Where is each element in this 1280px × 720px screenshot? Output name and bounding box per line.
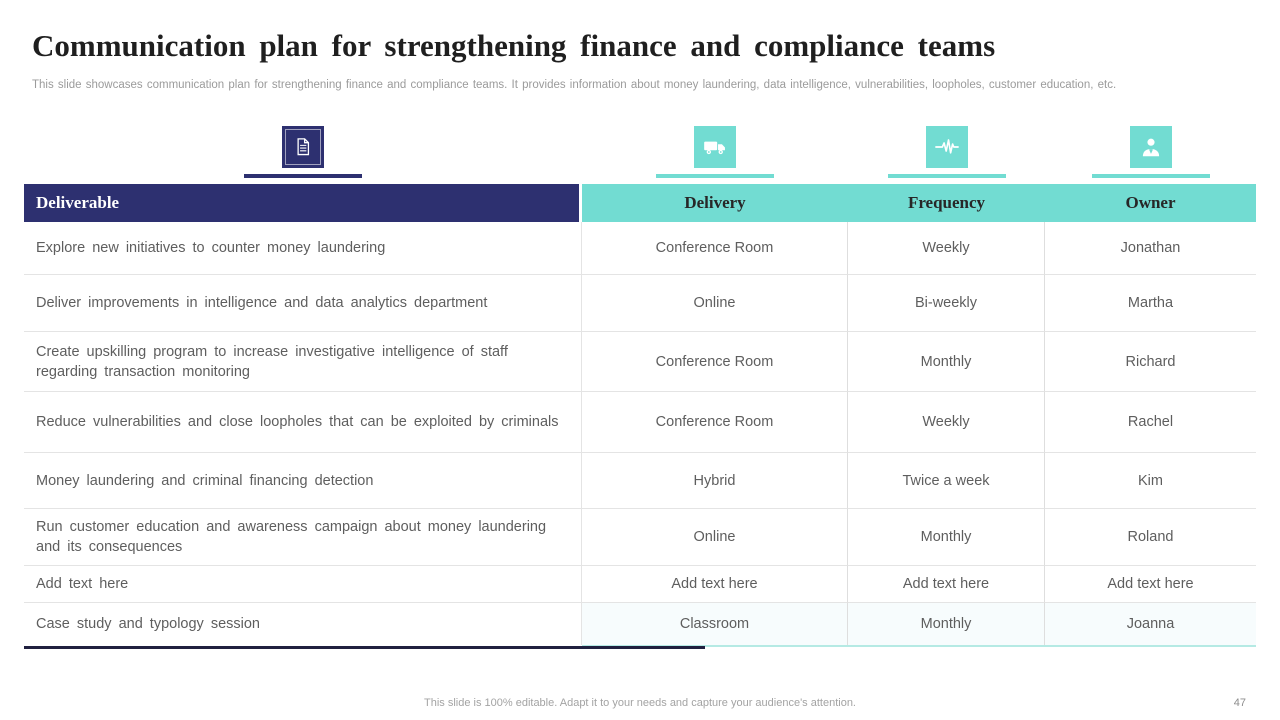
table-row: Explore new initiatives to counter money… [24, 222, 1256, 275]
owner-cell: Richard [1045, 332, 1256, 392]
table-row: Reduce vulnerabilities and close loophol… [24, 392, 1256, 453]
slide-content: Deliverable Delivery Frequency Owner Exp… [24, 126, 1256, 651]
delivery-cell: Hybrid [582, 453, 848, 509]
delivery-cell: Add text here [582, 566, 848, 603]
owner-underline [1091, 174, 1210, 178]
delivery-cell: Online [582, 509, 848, 566]
frequency-pulse-icon [925, 126, 968, 168]
delivery-truck-icon [694, 126, 736, 168]
delivery-cell: Conference Room [582, 222, 848, 275]
frequency-cell: Monthly [848, 509, 1045, 566]
frequency-cell: Bi-weekly [848, 275, 1045, 332]
header-owner: Owner [1045, 184, 1256, 222]
frequency-cell: Weekly [848, 222, 1045, 275]
header-deliverable: Deliverable [24, 184, 582, 222]
frequency-cell: Monthly [848, 603, 1045, 645]
frequency-underline [887, 174, 1006, 178]
communication-plan-table: Deliverable Delivery Frequency Owner Exp… [24, 184, 1256, 651]
header-frequency: Frequency [848, 184, 1045, 222]
table-header-row: Deliverable Delivery Frequency Owner [24, 184, 1256, 222]
deliverable-cell: Case study and typology session [24, 603, 582, 645]
deliverable-cell: Reduce vulnerabilities and close loophol… [24, 392, 582, 453]
delivery-cell: Conference Room [582, 332, 848, 392]
table-row: Money laundering and criminal financing … [24, 453, 1256, 509]
page-number: 47 [1233, 697, 1246, 709]
owner-cell: Jonathan [1045, 222, 1256, 275]
deliverable-cell: Run customer education and awareness cam… [24, 509, 582, 566]
deliverable-cell: Add text here [24, 566, 582, 603]
document-icon [282, 126, 324, 168]
frequency-cell: Twice a week [848, 453, 1045, 509]
owner-cell: Rachel [1045, 392, 1256, 453]
owner-cell: Martha [1045, 275, 1256, 332]
owner-cell: Roland [1045, 509, 1256, 566]
table-row: Case study and typology session Classroo… [24, 603, 1256, 645]
delivery-cell: Conference Room [582, 392, 848, 453]
table-row: Add text here Add text here Add text her… [24, 566, 1256, 603]
owner-cell: Kim [1045, 453, 1256, 509]
deliverable-icon-cell [24, 126, 582, 178]
frequency-icon-cell [848, 126, 1045, 178]
deliverable-cell: Explore new initiatives to counter money… [24, 222, 582, 275]
owner-person-icon [1129, 126, 1172, 168]
slide-subtitle: This slide showcases communication plan … [32, 79, 1117, 91]
table-bottom-accent [24, 645, 1256, 651]
deliverable-underline [244, 174, 362, 178]
frequency-cell: Monthly [848, 332, 1045, 392]
delivery-cell: Online [582, 275, 848, 332]
teal-bottom-line [582, 645, 1256, 647]
page-title: Communication plan for strengthening fin… [32, 28, 996, 63]
table-row: Deliver improvements in intelligence and… [24, 275, 1256, 332]
header-delivery: Delivery [582, 184, 848, 222]
deliverable-cell: Deliver improvements in intelligence and… [24, 275, 582, 332]
frequency-cell: Add text here [848, 566, 1045, 603]
deliverable-cell: Create upskilling program to increase in… [24, 332, 582, 392]
table-body: Explore new initiatives to counter money… [24, 222, 1256, 645]
table-row: Create upskilling program to increase in… [24, 332, 1256, 392]
editable-note: This slide is 100% editable. Adapt it to… [424, 697, 856, 709]
deliverable-cell: Money laundering and criminal financing … [24, 453, 582, 509]
frequency-cell: Weekly [848, 392, 1045, 453]
table-row: Run customer education and awareness cam… [24, 509, 1256, 566]
delivery-cell: Classroom [582, 603, 848, 645]
column-icons-row [24, 126, 1256, 178]
owner-cell: Joanna [1045, 603, 1256, 645]
delivery-icon-cell [582, 126, 848, 178]
owner-icon-cell [1045, 126, 1256, 178]
owner-cell: Add text here [1045, 566, 1256, 603]
dark-bottom-line [24, 646, 705, 649]
delivery-underline [656, 174, 774, 178]
